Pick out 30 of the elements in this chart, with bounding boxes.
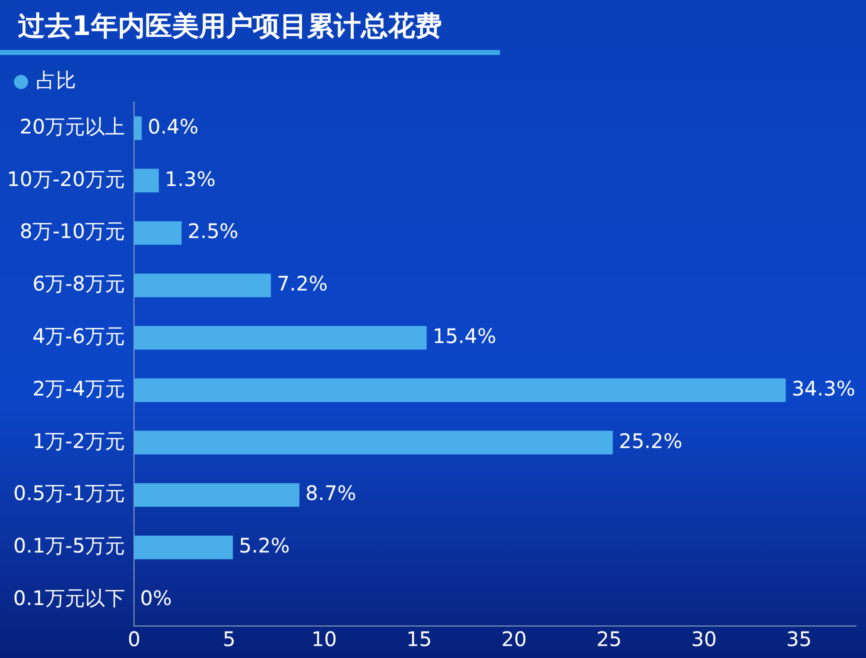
data-label: 25.2% [618,428,682,453]
y-tick-label: 8万-10万元 [20,219,126,244]
x-tick-label: 15 [406,627,432,652]
y-tick-label: 10万-20万元 [6,166,126,191]
y-tick-label: 20万元以上 [20,114,126,138]
y-tick-label: 1万-2万元 [32,428,126,453]
data-label: 0.4% [148,114,199,138]
chart-title: 过去1年内医美用户项目累计总花费 [18,10,442,44]
data-label: 8.7% [305,481,356,506]
data-label: 1.3% [164,166,216,191]
y-tick-label: 0.1万-5万元 [13,534,126,558]
y-tick-label: 2万-4万元 [32,376,126,400]
x-tick-label: 0 [128,627,140,652]
legend-label: 占比 [36,68,76,92]
y-tick-label: 0.5万-1万元 [13,481,126,506]
data-label: 0% [140,586,172,610]
y-tick-label: 0.1万元以下 [13,586,126,610]
data-label: 34.3% [792,376,856,400]
y-tick-label: 6万-8万元 [32,272,126,296]
data-label: 2.5% [188,219,238,244]
x-tick-label: 5 [222,627,236,652]
data-label: 5.2% [238,534,290,558]
x-tick-label: 30 [691,627,717,652]
data-label: 15.4% [432,324,496,348]
data-label: 7.2% [276,272,328,296]
x-tick-label: 20 [501,627,527,652]
x-tick-label: 25 [596,627,622,652]
x-tick-label: 10 [311,627,337,652]
x-tick-label: 35 [786,627,812,652]
y-tick-label: 4万-6万元 [32,324,126,348]
